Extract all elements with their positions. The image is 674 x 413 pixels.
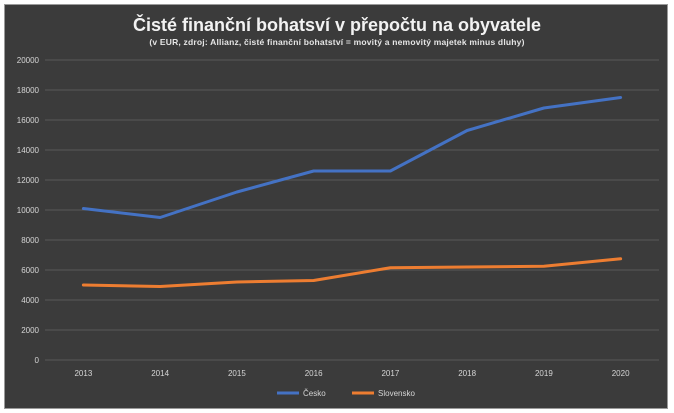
data-point [542, 265, 545, 268]
x-tick-label: 2016 [305, 369, 323, 378]
y-tick-label: 14000 [17, 146, 40, 155]
x-tick-label: 2018 [458, 369, 476, 378]
data-point [312, 170, 315, 173]
legend: Česko Slovensko [277, 389, 415, 398]
x-tick-label: 2015 [228, 369, 246, 378]
line-chart: Čisté finanční bohatsví v přepočtu na ob… [17, 14, 659, 398]
data-point [389, 266, 392, 269]
data-point [312, 279, 315, 282]
x-tick-label: 2013 [74, 369, 92, 378]
series-line-0 [81, 96, 623, 219]
data-point [235, 281, 238, 284]
y-tick-label: 16000 [17, 116, 40, 125]
data-point [542, 107, 545, 110]
chart-frame: Čisté finanční bohatsví v přepočtu na ob… [4, 4, 668, 409]
y-tick-label: 10000 [17, 206, 40, 215]
data-point [619, 96, 622, 99]
gridlines [45, 59, 659, 361]
data-point [466, 129, 469, 132]
data-point [389, 170, 392, 173]
series-line-1 [81, 257, 623, 288]
x-tick-label: 2020 [612, 369, 630, 378]
y-tick-label: 4000 [21, 296, 39, 305]
data-point [619, 257, 622, 260]
x-tick-label: 2017 [381, 369, 399, 378]
y-tick-label: 8000 [21, 236, 39, 245]
data-point [159, 216, 162, 219]
y-tick-label: 2000 [21, 326, 39, 335]
legend-label: Slovensko [378, 389, 415, 398]
data-point [82, 207, 85, 210]
y-tick-label: 20000 [17, 56, 40, 65]
y-tick-label: 6000 [21, 266, 39, 275]
data-point [159, 285, 162, 288]
data-point [235, 191, 238, 194]
y-axis-ticks: 0 2000 4000 6000 8000 10000 12000 14000 16000 180… [17, 56, 40, 365]
series-lines [81, 96, 623, 288]
y-tick-label: 12000 [17, 176, 40, 185]
chart-title: Čisté finanční bohatsví v přepočtu na ob… [133, 14, 541, 35]
data-point [466, 266, 469, 269]
x-tick-label: 2019 [535, 369, 553, 378]
y-tick-label: 18000 [17, 86, 40, 95]
chart-subtitle: (v EUR, zdroj: Allianz, čisté finanční b… [149, 37, 524, 47]
x-axis-ticks: 2013 2014 2015 2016 2017 2018 2019 2020 [74, 369, 630, 378]
data-point [82, 284, 85, 287]
x-tick-label: 2014 [151, 369, 169, 378]
legend-label: Česko [303, 389, 326, 398]
y-tick-label: 0 [35, 356, 40, 365]
